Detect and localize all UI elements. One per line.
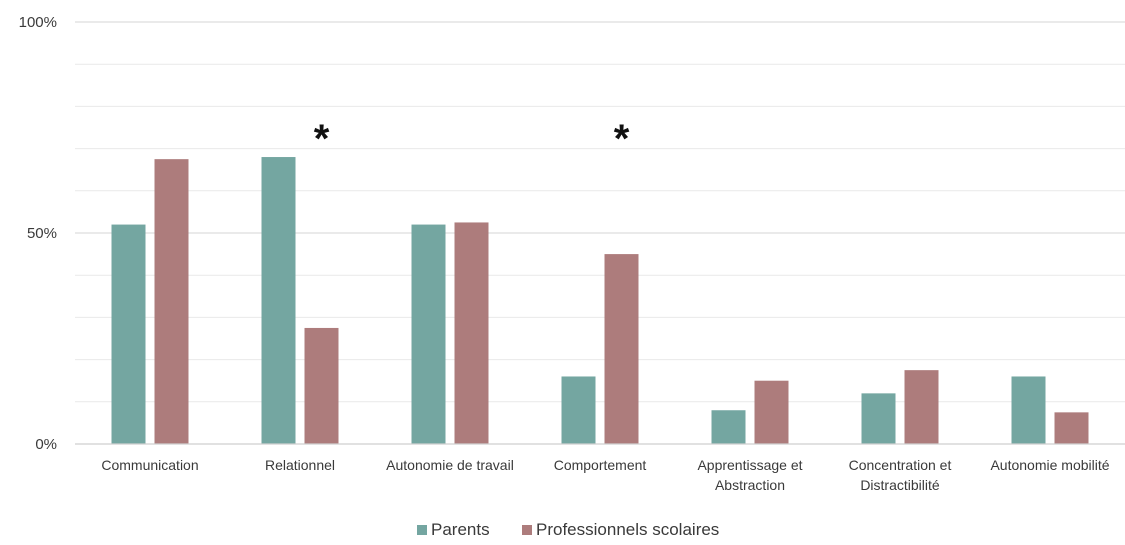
y-tick-label: 50% (27, 225, 57, 242)
bar-parents (261, 157, 296, 445)
bar-professionnels-scolaires (304, 327, 339, 444)
legend-label: Professionnels scolaires (536, 520, 719, 539)
x-category-label: Autonomie mobilité (990, 457, 1109, 473)
y-tick-label: 100% (19, 14, 57, 31)
x-category-label: Autonomie de travail (386, 457, 514, 473)
gridlines (75, 21, 1125, 403)
y-axis-ticks: 0% 50% 100% (19, 14, 57, 453)
y-tick-label: 0% (35, 436, 57, 453)
bar-parents (1011, 376, 1046, 444)
x-category-label: Apprentissage et (697, 457, 802, 473)
bar-professionnels-scolaires (604, 254, 639, 444)
x-category-label: Distractibilité (860, 477, 940, 493)
legend-swatch (417, 525, 427, 535)
legend-swatch (522, 525, 532, 535)
bar-parents (861, 393, 896, 444)
bar-professionnels-scolaires (754, 380, 789, 444)
bar-professionnels-scolaires (154, 159, 189, 444)
significance-marker: * (314, 117, 330, 161)
bar-professionnels-scolaires (1054, 412, 1089, 444)
bars (111, 157, 1089, 445)
significance-annotations: * * (314, 117, 630, 161)
bar-parents (711, 410, 746, 444)
x-category-label: Comportement (554, 457, 647, 473)
x-category-label: Relationnel (265, 457, 335, 473)
significance-marker: * (614, 117, 630, 161)
bar-parents (411, 224, 446, 444)
bar-professionnels-scolaires (904, 370, 939, 444)
x-category-label: Concentration et (849, 457, 952, 473)
x-category-label: Abstraction (715, 477, 785, 493)
bar-professionnels-scolaires (454, 222, 489, 444)
x-category-label: Communication (101, 457, 198, 473)
bar-parents (111, 224, 146, 444)
legend: Parents Professionnels scolaires (417, 520, 719, 539)
legend-label: Parents (431, 520, 490, 539)
bar-parents (561, 376, 596, 444)
x-axis-labels: Communication Relationnel Autonomie de tra… (101, 457, 1109, 493)
